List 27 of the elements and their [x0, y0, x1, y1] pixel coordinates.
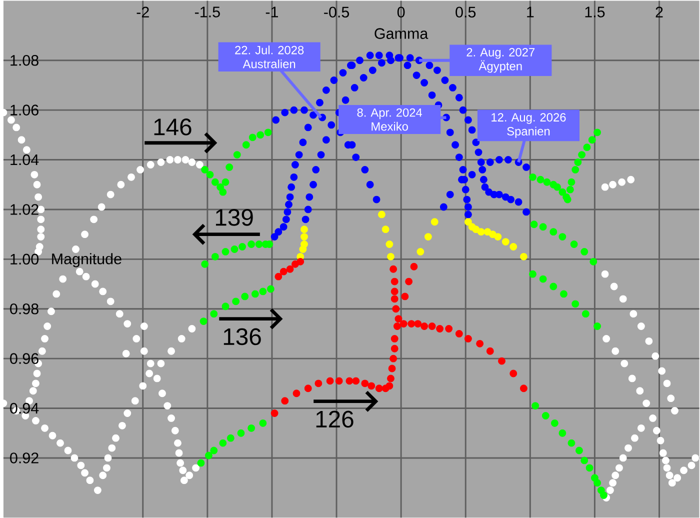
y-axis-title: Magnitude: [52, 252, 122, 268]
annotation: 136: [224, 328, 261, 345]
x-tick-label: 0: [397, 6, 405, 18]
x-axis-title: Gamma: [374, 28, 428, 39]
x-tick-label: -2: [136, 6, 149, 18]
y-tick-label: 0.92: [10, 452, 38, 464]
y-tick-label: 0.94: [10, 402, 39, 414]
x-tick-label: -1: [266, 6, 278, 18]
x-tick-label: 1.5: [585, 6, 605, 18]
x-tick-label: -1.5: [194, 6, 220, 18]
x-tick-label: 2: [656, 6, 663, 18]
y-tick-label: 0.98: [10, 303, 38, 314]
y-tick-label: 1.04: [10, 154, 39, 165]
x-tick-label: -0.5: [324, 6, 350, 18]
annotation: 22. Jul. 2028 Australien: [235, 45, 304, 68]
annotation: 139: [216, 208, 253, 226]
x-tick-label: 0.5: [456, 6, 476, 18]
annotation: 12. Aug. 2026 Spanien: [492, 112, 566, 138]
x-tick-label: 1: [527, 6, 534, 18]
y-tick-label: 1.02: [10, 204, 38, 215]
y-tick-label: 1.00: [10, 254, 39, 264]
annotation: 2. Aug. 2027 Ägypten: [466, 48, 535, 73]
y-tick-label: 0.96: [10, 353, 38, 364]
y-tick-label: 1.08: [10, 54, 38, 66]
annotation: 126: [316, 410, 354, 428]
annotation: 146: [154, 118, 192, 136]
y-tick-label: 1.06: [10, 104, 38, 116]
